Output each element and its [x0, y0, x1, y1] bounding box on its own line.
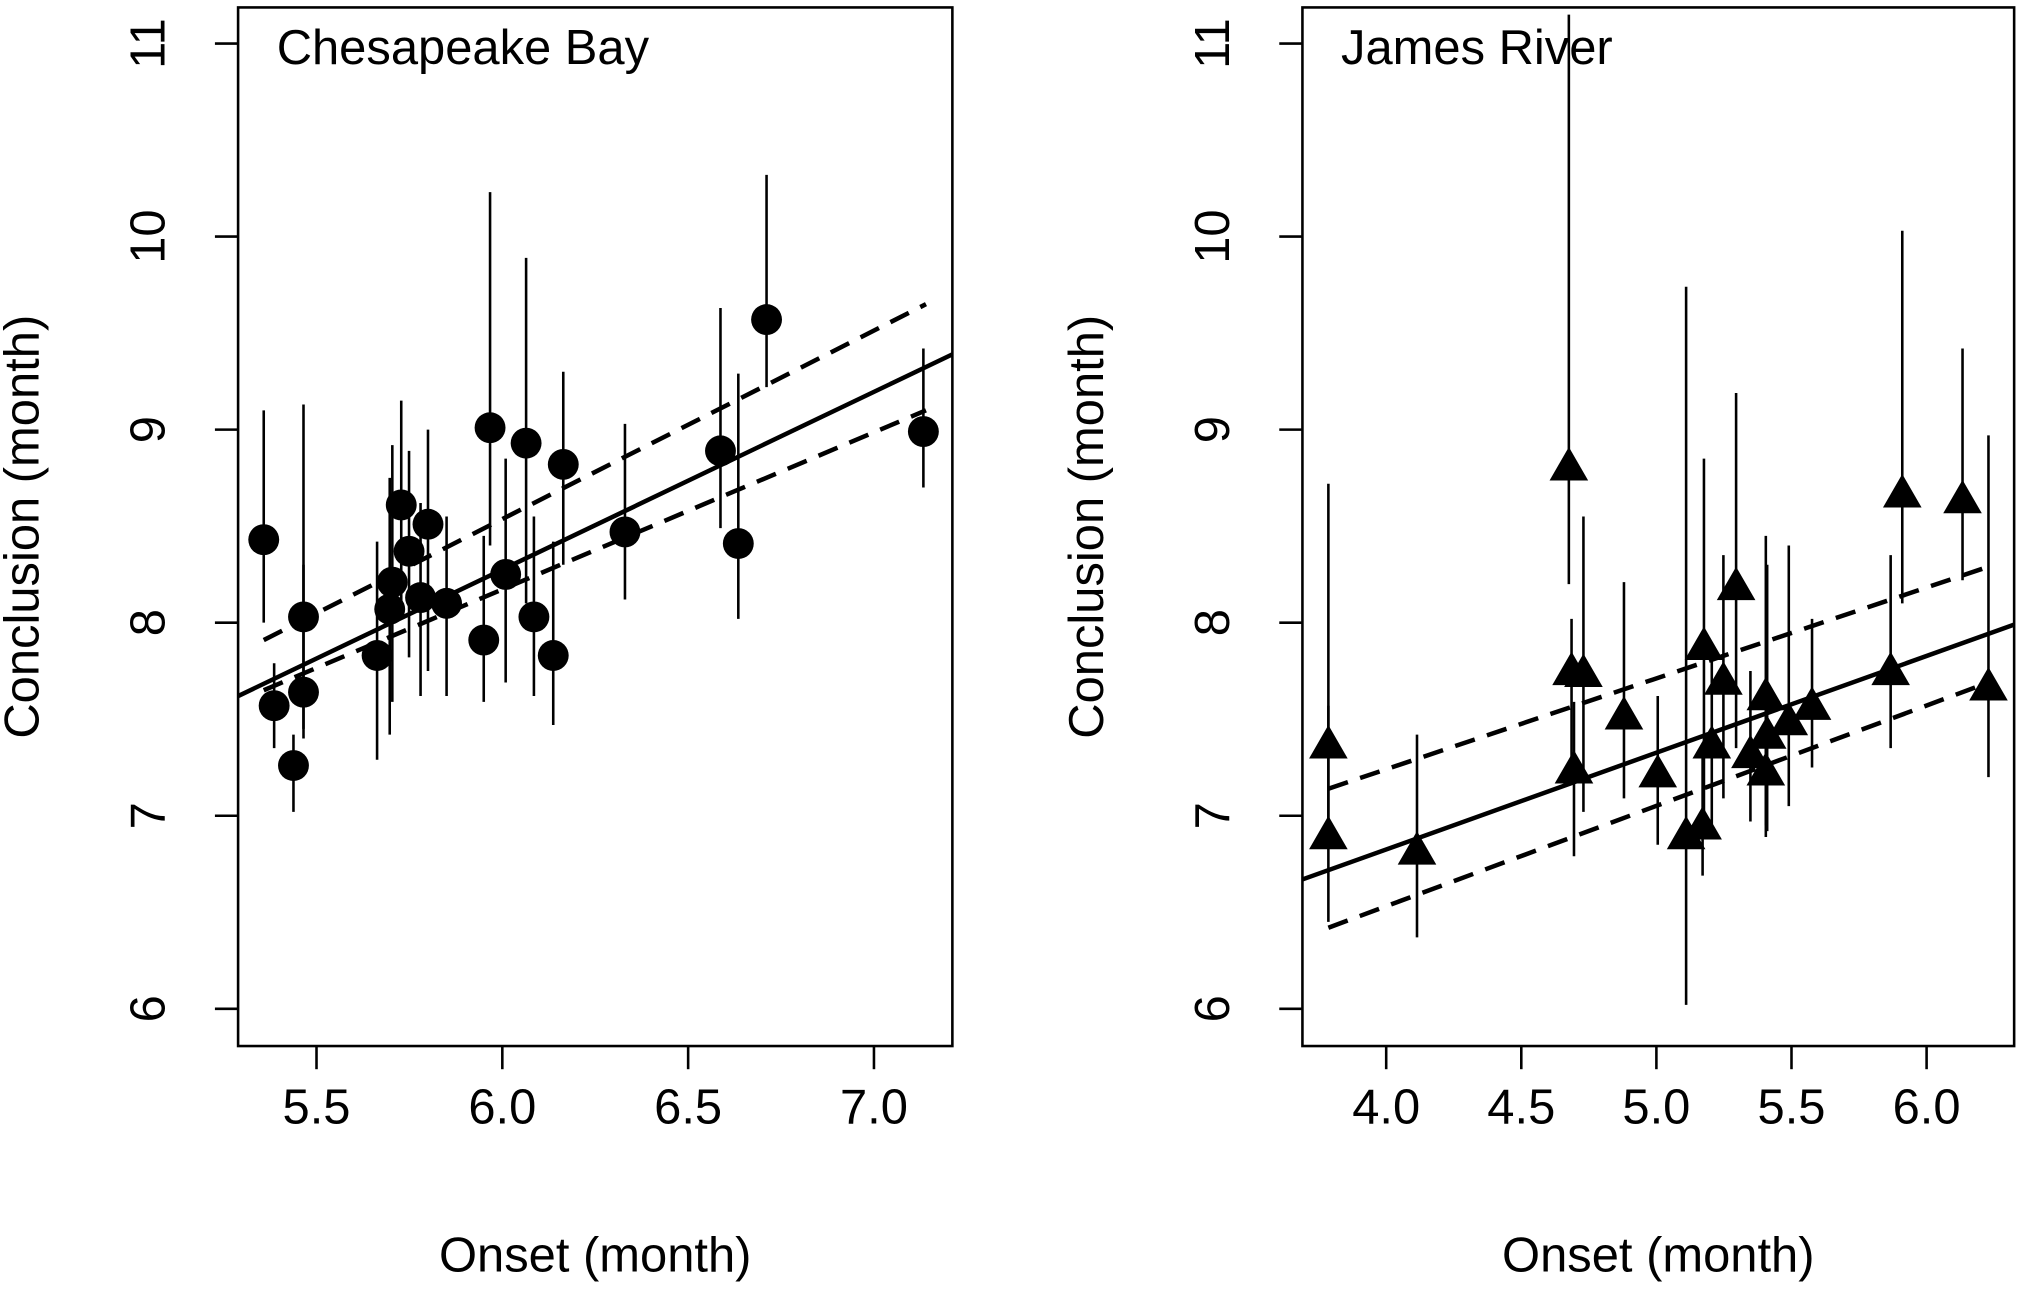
- x-tick-label: 5.5: [1758, 1080, 1826, 1134]
- point: [278, 750, 309, 781]
- point: [474, 412, 506, 444]
- point: [1882, 474, 1922, 508]
- point: [518, 601, 550, 633]
- y-tick-label: 10: [1186, 209, 1240, 263]
- point: [1871, 651, 1910, 686]
- x-tick-label: 4.0: [1352, 1080, 1420, 1134]
- point: [907, 416, 939, 448]
- y-tick-label: 6: [122, 995, 176, 1022]
- point: [1746, 676, 1786, 711]
- y-tick-label: 7: [122, 802, 176, 829]
- y-tick-label: 11: [122, 18, 176, 69]
- x-tick-label: 6.0: [1893, 1080, 1961, 1134]
- point: [468, 624, 500, 656]
- point: [751, 304, 782, 336]
- point: [1604, 696, 1644, 730]
- x-axis-label: Onset (month): [439, 1228, 751, 1282]
- point: [1716, 566, 1756, 601]
- point: [385, 489, 417, 521]
- point: [1792, 686, 1832, 720]
- point: [1769, 701, 1809, 736]
- fit-line: [238, 352, 953, 699]
- point: [1943, 479, 1982, 514]
- panel-title: James River: [1341, 21, 1613, 75]
- x-tick-label: 6.0: [468, 1080, 536, 1134]
- point: [609, 516, 641, 548]
- y-axis-label: Conclusion (month): [1060, 315, 1114, 739]
- y-tick-label: 10: [122, 209, 176, 263]
- point: [288, 601, 319, 633]
- y-tick-label: 6: [1186, 995, 1240, 1022]
- panel: 5.5 6.0 6.5 7.0 6 7 8 9 10 11 Chesapeake Bay Onset …: [0, 6, 954, 1282]
- fit-line: [262, 408, 927, 693]
- plot-area: [1302, 14, 2015, 1005]
- point: [1683, 806, 1722, 840]
- plot-frame: [1301, 6, 2016, 1048]
- point: [547, 448, 579, 480]
- y-axis-label: Conclusion (month): [0, 315, 50, 739]
- point: [490, 558, 522, 590]
- point: [1704, 661, 1743, 695]
- plot-frame: [236, 6, 954, 1048]
- point: [431, 587, 463, 619]
- point: [1692, 725, 1732, 759]
- plot-area: [238, 174, 953, 812]
- point: [1397, 831, 1437, 865]
- point: [258, 690, 290, 722]
- panel: 4.0 4.5 5.0 5.5 6.0 6 7 8 9 10 11 James River Onset …: [1060, 6, 2016, 1282]
- point: [412, 508, 444, 540]
- point: [1666, 815, 1706, 850]
- x-tick-label: 5.0: [1622, 1080, 1690, 1134]
- point: [1554, 750, 1594, 784]
- point: [1549, 447, 1589, 481]
- y-tick-label: 8: [122, 609, 176, 636]
- point: [361, 640, 393, 671]
- point: [705, 435, 736, 467]
- fit-line: [262, 302, 928, 643]
- y-tick-label: 9: [1186, 416, 1240, 443]
- point: [510, 427, 542, 459]
- point: [405, 582, 437, 614]
- y-tick-label: 9: [122, 416, 176, 443]
- point: [537, 640, 569, 671]
- x-tick-label: 7.0: [840, 1080, 908, 1134]
- x-tick-label: 4.5: [1487, 1080, 1555, 1134]
- point: [374, 593, 406, 625]
- point: [376, 566, 408, 598]
- point: [1564, 653, 1603, 688]
- point: [1747, 715, 1787, 749]
- y-tick-label: 7: [1186, 802, 1240, 829]
- point: [288, 676, 319, 708]
- point: [393, 535, 425, 567]
- point: [1309, 815, 1348, 850]
- y-tick-label: 8: [1186, 609, 1240, 636]
- panel-title: Chesapeake Bay: [277, 21, 650, 75]
- x-axis-label: Onset (month): [1502, 1228, 1814, 1282]
- y-tick-label: 11: [1186, 18, 1240, 69]
- point: [1684, 626, 1724, 661]
- point: [1309, 725, 1348, 759]
- x-tick-label: 6.5: [654, 1080, 722, 1134]
- point: [1638, 753, 1678, 788]
- point: [1731, 734, 1770, 769]
- point: [722, 528, 754, 559]
- point: [1746, 752, 1786, 786]
- point: [1969, 667, 2008, 701]
- point: [248, 524, 280, 556]
- x-tick-label: 5.5: [283, 1080, 351, 1134]
- fit-line: [1327, 564, 1990, 791]
